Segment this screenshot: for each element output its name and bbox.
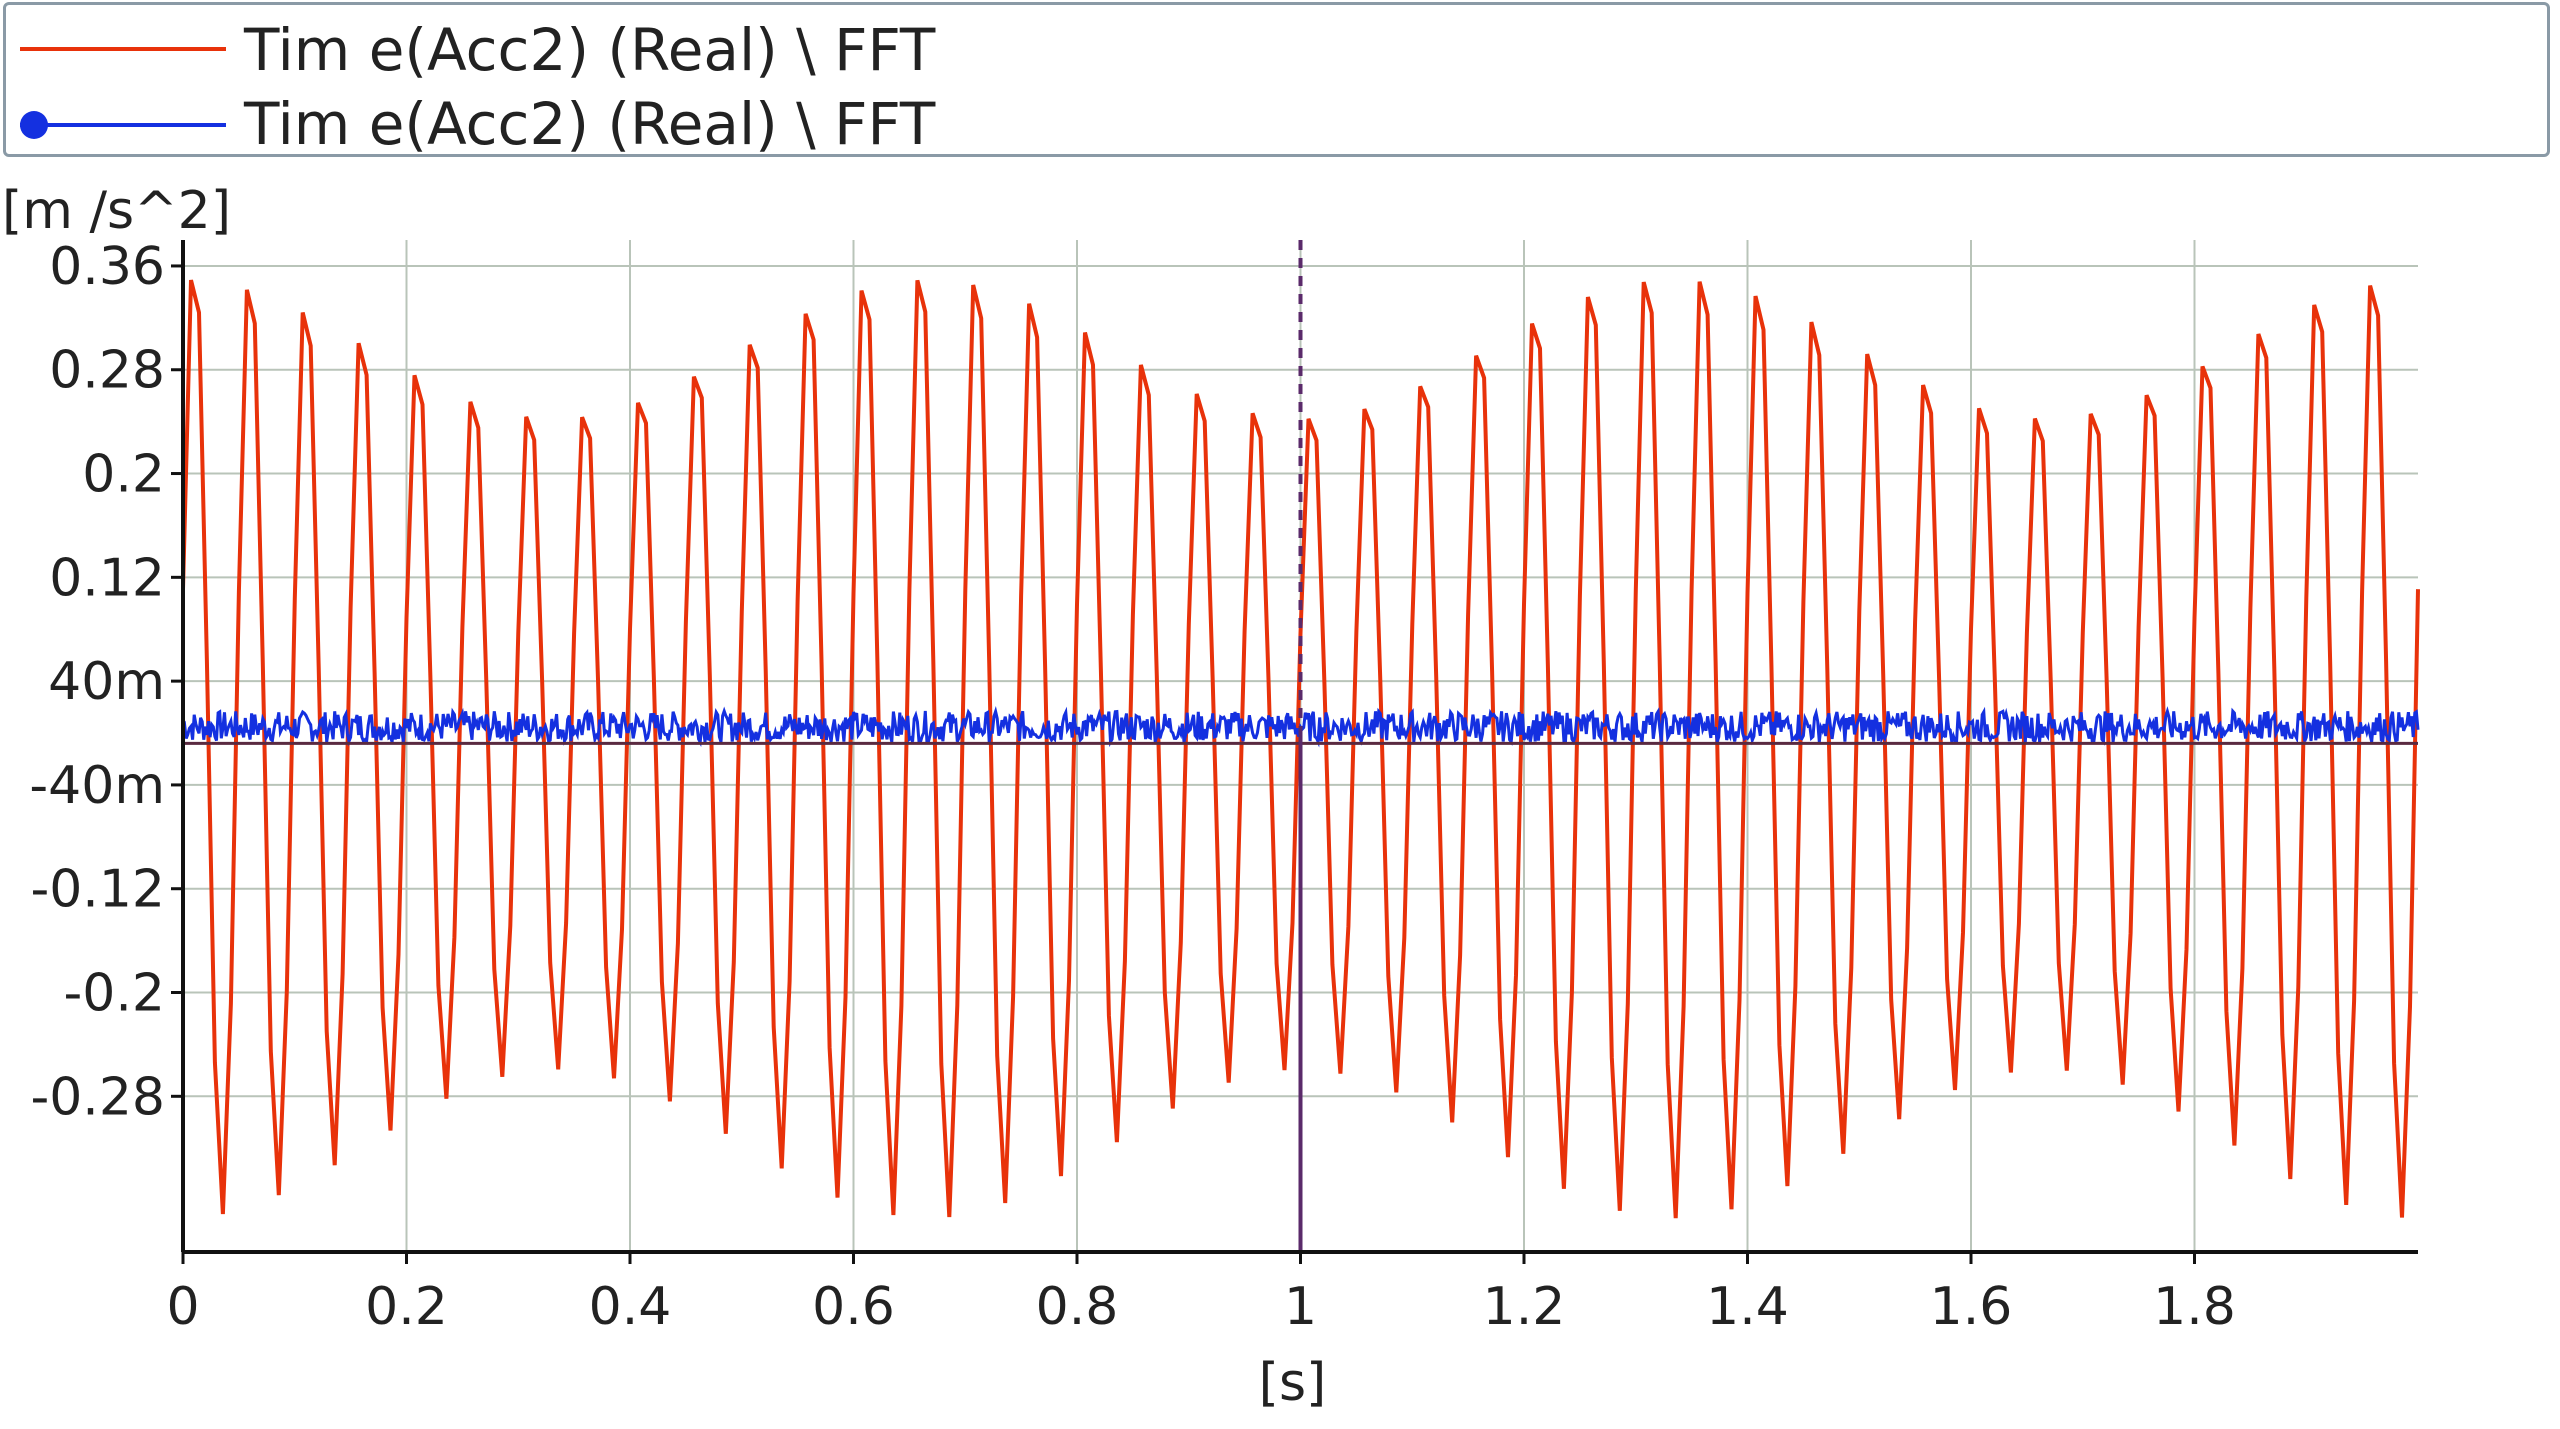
legend-item-series-2: Tim e(Acc2) (Real) \ FFT <box>6 89 2547 159</box>
x-tick-label: 0.2 <box>365 1277 448 1337</box>
x-tick-label: 1.4 <box>1706 1277 1789 1337</box>
y-tick-label: -0.12 <box>30 860 165 920</box>
y-tick-label: 0.28 <box>49 341 165 401</box>
x-axis-label: [s] <box>1259 1353 1327 1413</box>
y-tick-label: 0.36 <box>49 237 165 297</box>
legend: Tim e(Acc2) (Real) \ FFT Tim e(Acc2) (Re… <box>3 2 2550 157</box>
x-tick-label: 0 <box>166 1277 199 1337</box>
y-tick-label: -0.2 <box>64 964 165 1024</box>
legend-item-series-1: Tim e(Acc2) (Real) \ FFT <box>6 15 2547 85</box>
legend-swatch-blue-line <box>20 111 226 139</box>
legend-swatch-red-line <box>20 47 226 51</box>
y-tick-label: 0.12 <box>49 548 165 608</box>
y-axis-label: [m /s^2] <box>2 181 231 241</box>
x-tick-label: 0.6 <box>812 1277 895 1337</box>
legend-label: Tim e(Acc2) (Real) \ FFT <box>244 90 936 158</box>
x-tick-label: 1 <box>1284 1277 1317 1337</box>
y-tick-label: -40m <box>29 756 165 816</box>
x-tick-label: 1.8 <box>2153 1277 2236 1337</box>
x-tick-label: 1.2 <box>1483 1277 1566 1337</box>
legend-label: Tim e(Acc2) (Real) \ FFT <box>244 16 936 84</box>
x-tick-label: 0.4 <box>589 1277 672 1337</box>
y-tick-label: 40m <box>48 652 165 712</box>
y-tick-label: 0.2 <box>82 445 165 505</box>
y-tick-label: -0.28 <box>30 1067 165 1127</box>
series-red-line <box>181 279 2420 1219</box>
x-tick-label: 1.6 <box>1930 1277 2013 1337</box>
x-tick-label: 0.8 <box>1036 1277 1119 1337</box>
